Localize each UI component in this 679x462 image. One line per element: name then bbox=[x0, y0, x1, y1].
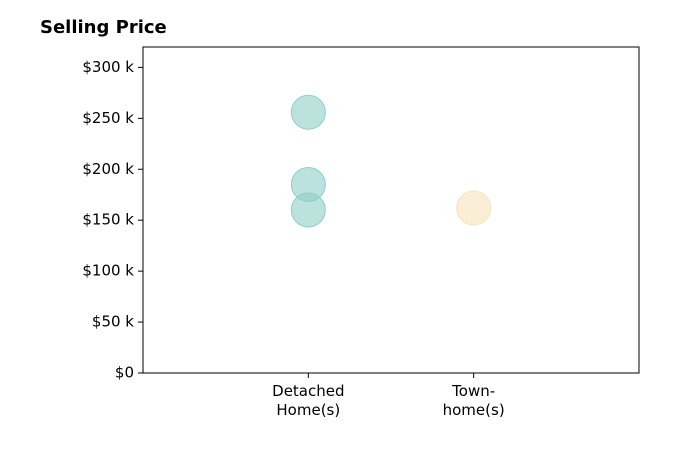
point bbox=[456, 190, 492, 226]
point bbox=[290, 192, 326, 228]
plot-frame bbox=[142, 46, 640, 374]
y-tick-label: $250 k bbox=[82, 109, 134, 127]
point bbox=[290, 94, 326, 130]
y-tick-label: $200 k bbox=[82, 160, 134, 178]
y-tick-label: $50 k bbox=[92, 313, 134, 331]
y-tick-label: $0 bbox=[115, 364, 134, 382]
y-tick-label: $100 k bbox=[82, 262, 134, 280]
chart-title: Selling Price bbox=[40, 17, 167, 38]
x-tick-label: Detached Home(s) bbox=[272, 382, 345, 419]
y-tick-label: $150 k bbox=[82, 211, 134, 229]
y-tick-label: $300 k bbox=[82, 58, 134, 76]
x-tick-label: Town- home(s) bbox=[442, 382, 505, 419]
